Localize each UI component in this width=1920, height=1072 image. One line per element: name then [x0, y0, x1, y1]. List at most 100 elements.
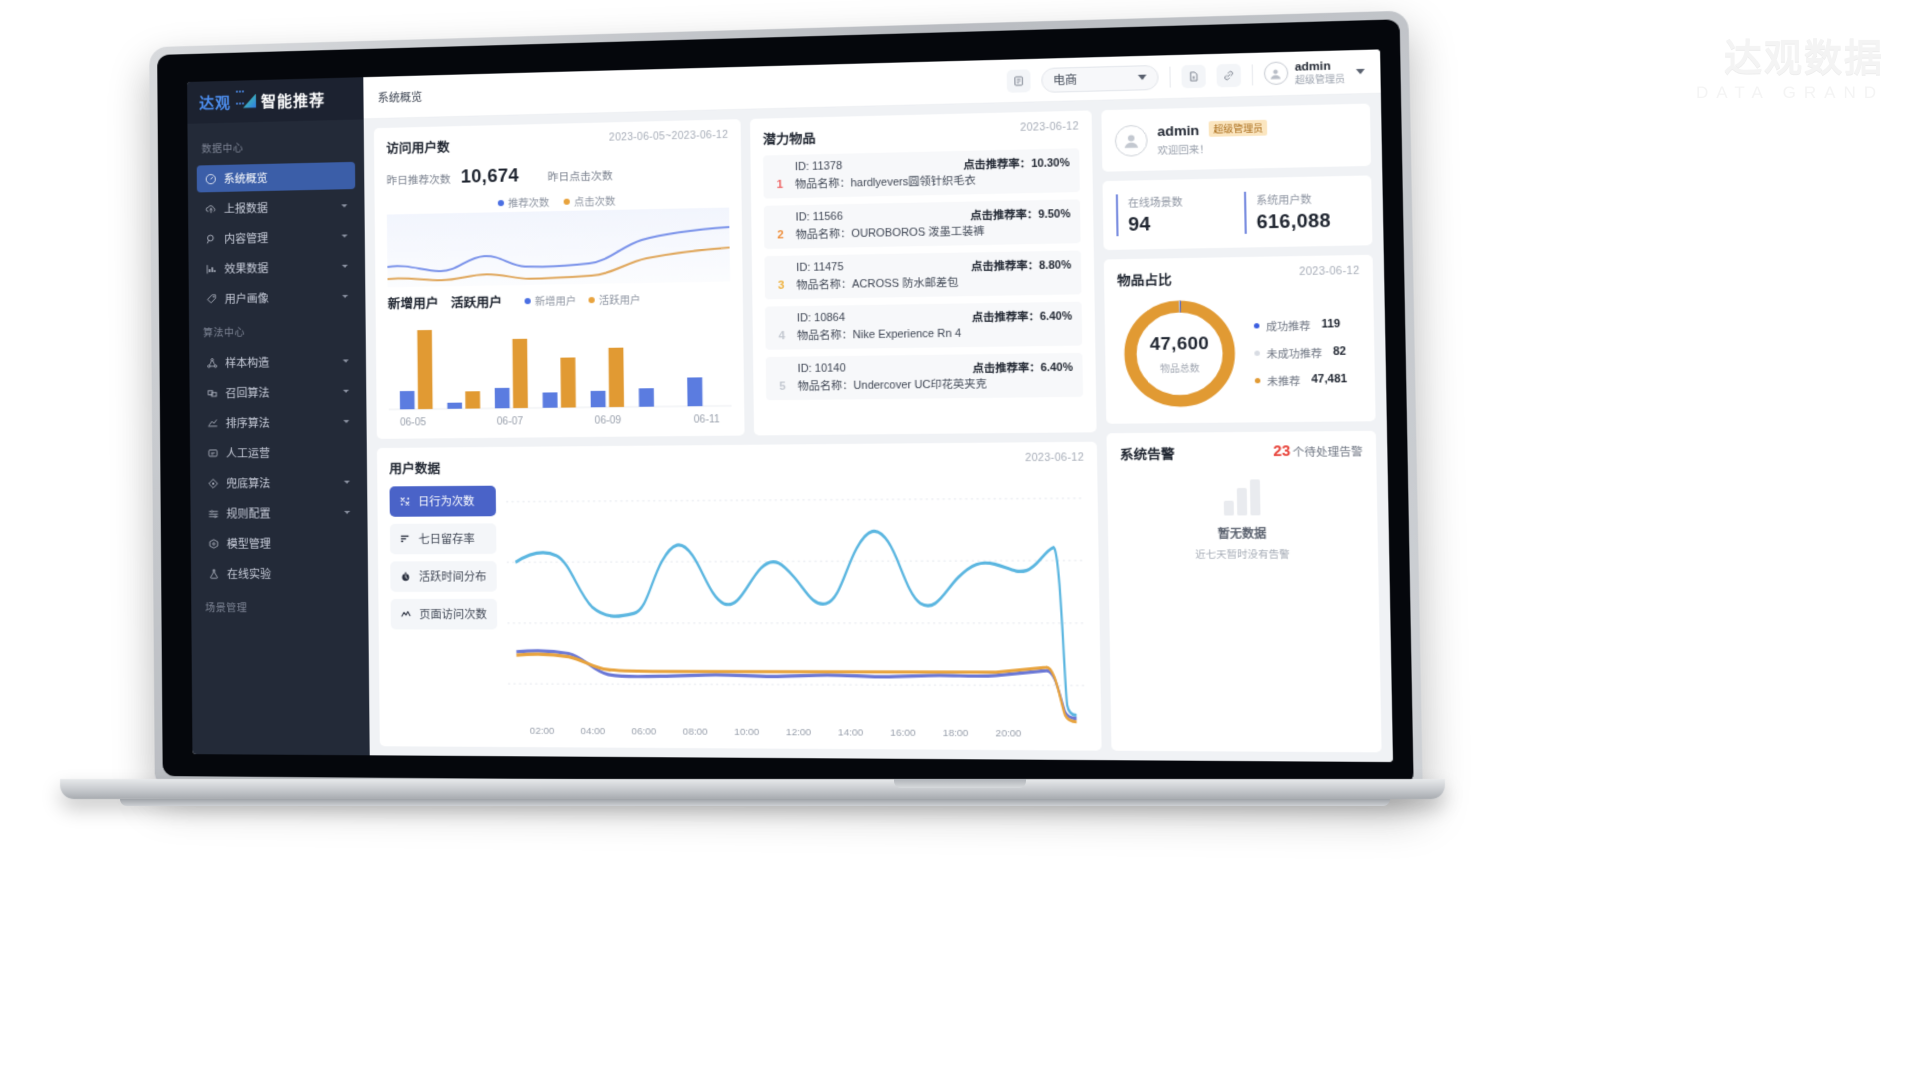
card-date: 2023-06-12	[1020, 121, 1079, 135]
sidebar-item-label: 样本构造	[225, 356, 270, 370]
tab-active-time-distribution[interactable]: 活跃时间分布	[390, 561, 497, 592]
chevron-down-icon[interactable]	[342, 294, 349, 299]
x-tick: 02:00	[529, 725, 555, 738]
sidebar-item-manual-operation[interactable]: 人工运营	[199, 438, 358, 467]
document-icon[interactable]	[1181, 64, 1206, 88]
chevron-down-icon[interactable]	[344, 510, 351, 515]
item-line-id: ID: 10140 点击推荐率：6.40%	[797, 359, 1072, 378]
rank-badge: 2	[777, 229, 784, 242]
sidebar-item-report-data[interactable]: 上报数据	[197, 192, 356, 222]
scene-select[interactable]: 电商	[1041, 64, 1159, 93]
scatter-icon	[399, 495, 411, 507]
user-data-tabs: 日行为次数 七日留存率	[389, 485, 498, 737]
legend-dot-orange	[1254, 377, 1261, 383]
tab-seven-day-retention[interactable]: 七日留存率	[389, 523, 497, 555]
list-item[interactable]: 3 ID: 11475 点击推荐率：8.80% 物品名称：ACROSS 防水邮差…	[764, 250, 1082, 300]
sidebar-item-ranking-algorithm[interactable]: 排序算法	[199, 408, 358, 437]
empty-chart-icon	[1223, 479, 1260, 516]
tab-daily-behavior-count[interactable]: 日行为次数	[389, 485, 497, 517]
legend-value: 82	[1332, 345, 1347, 359]
welcome-title-row: admin 超级管理员	[1157, 119, 1268, 140]
left-column: 访问用户数 2023-06-05~2023-06-12 昨日推荐次数 10,67…	[373, 110, 1102, 751]
alert-count: 23 个待处理告警	[1273, 442, 1363, 461]
sidebar-item-label: 系统概览	[223, 172, 268, 186]
legend-item-active-users: 活跃用户	[588, 291, 641, 307]
sidebar-item-fallback-algorithm[interactable]: 兜底算法	[199, 468, 358, 496]
x-tick: 20:00	[995, 727, 1022, 740]
legend-dot-orange	[588, 296, 595, 303]
new-active-users-header: 新增用户 活跃用户 新增用户	[388, 288, 731, 313]
card-header: 物品占比 2023-06-12	[1117, 266, 1360, 290]
x-tick: 06-09	[594, 415, 622, 427]
kpi-value-recommend: 10,674	[460, 165, 520, 187]
x-tick	[534, 416, 583, 428]
gauge-icon	[205, 173, 217, 185]
legend-label: 点击次数	[573, 196, 616, 209]
welcome-user-name: admin	[1157, 122, 1200, 140]
sidebar-item-rule-configuration[interactable]: 规则配置	[199, 499, 358, 527]
brand-name-cn: 达观	[199, 94, 232, 113]
topbar-actions: 电商	[1006, 59, 1365, 94]
card-title: 系统告警	[1119, 447, 1175, 463]
role-badge: 超级管理员	[1209, 119, 1268, 137]
sidebar-item-recall-algorithm[interactable]: 召回算法	[198, 377, 357, 406]
chevron-down-icon[interactable]	[342, 359, 349, 363]
item-line-id: ID: 11475 点击推荐率：8.80%	[796, 257, 1071, 277]
stat-system-users: 系统用户数 616,088	[1243, 189, 1359, 234]
card-date: 2023-06-12	[1299, 265, 1360, 279]
chevron-down-icon[interactable]	[341, 204, 348, 208]
card-header: 用户数据 2023-06-12	[389, 452, 1084, 477]
watermark-cn: 达观数据	[1723, 38, 1884, 80]
list-item[interactable]: 2 ID: 11566 点击推荐率：9.50% 物品名称：OUROBOROS 泼…	[763, 199, 1081, 249]
nav-group-title-scene-management: 场景管理	[205, 603, 248, 615]
laptop-base	[59, 779, 1446, 799]
laptop-notch	[894, 779, 1026, 788]
chevron-down-icon[interactable]	[341, 234, 348, 238]
chevron-down-icon[interactable]	[343, 480, 350, 484]
sidebar-item-sample-construction[interactable]: 样本构造	[198, 347, 357, 376]
sidebar-item-content-management[interactable]: 内容管理	[197, 222, 356, 252]
tab-page-visit-count[interactable]: 页面访问次数	[390, 598, 498, 630]
legend-item-recommend: 推荐次数	[497, 194, 549, 210]
x-tick: 10:00	[734, 726, 760, 739]
bar-chart-x-axis: 06-05 06-07 06-09 06-11	[389, 414, 732, 429]
alert-count-suffix: 个待处理告警	[1292, 445, 1363, 460]
layers-icon	[206, 387, 218, 399]
brand-logo[interactable]: 达观 智能推荐	[187, 77, 364, 124]
sidebar-item-system-overview[interactable]: 系统概览	[196, 161, 356, 193]
card-date-range: 2023-06-05~2023-06-12	[608, 129, 729, 144]
sidebar-item-label: 排序算法	[225, 417, 270, 430]
stats-row: 在线场景数 94 系统用户数 616,088	[1115, 189, 1359, 237]
stat-online-scenes: 在线场景数 94	[1115, 192, 1230, 237]
stat-label: 在线场景数	[1127, 197, 1183, 210]
sidebar-item-effect-data[interactable]: 效果数据	[197, 252, 356, 282]
visit-line-svg	[386, 207, 731, 288]
x-tick	[437, 417, 486, 429]
item-body: ID: 10140 点击推荐率：6.40% 物品名称：Undercover UC…	[797, 359, 1073, 393]
sidebar-item-label: 上报数据	[223, 202, 268, 216]
card-title: 潜力物品	[762, 131, 816, 148]
list-item[interactable]: 4 ID: 10864 点击推荐率：6.40% 物品名称：Nike Experi…	[765, 301, 1083, 350]
user-data-x-axis: 02:00 04:00 06:00 08:00 10:00 12:00 14:0…	[509, 726, 1089, 741]
sidebar-item-online-experiment[interactable]: 在线实验	[200, 559, 359, 587]
chevron-down-icon	[1137, 74, 1147, 81]
x-tick: 06-05	[399, 417, 427, 429]
list-icon[interactable]	[1006, 68, 1031, 93]
donut-total-value: 47,600	[1149, 332, 1210, 354]
sidebar-item-model-management[interactable]: 模型管理	[200, 529, 359, 557]
chevron-down-icon[interactable]	[343, 419, 350, 424]
laptop-frame: 达观 智能推荐 数据中心	[149, 10, 1423, 795]
chevron-down-icon[interactable]	[342, 389, 350, 393]
list-item[interactable]: 1 ID: 11378 点击推荐率：10.30% 物品名称：hardlyever…	[763, 148, 1080, 199]
sidebar-item-label: 人工运营	[225, 447, 271, 460]
list-item[interactable]: 5 ID: 10140 点击推荐率：6.40% 物品名称：Undercover …	[765, 352, 1084, 401]
sidebar-item-label: 规则配置	[226, 507, 271, 521]
item-body: ID: 11475 点击推荐率：8.80% 物品名称：ACROSS 防水邮差包	[796, 257, 1071, 293]
link-icon[interactable]	[1216, 63, 1242, 87]
user-menu[interactable]: admin 超级管理员	[1263, 60, 1365, 86]
sidebar-nav: 数据中心 系统概览 上报数据	[187, 119, 369, 755]
sidebar-item-user-profile[interactable]: 用户画像	[198, 283, 357, 313]
chevron-down-icon[interactable]	[341, 264, 348, 268]
kpi-label-recommend: 昨日推荐次数	[386, 173, 451, 188]
item-rate: 点击推荐率：8.80%	[970, 259, 1072, 274]
